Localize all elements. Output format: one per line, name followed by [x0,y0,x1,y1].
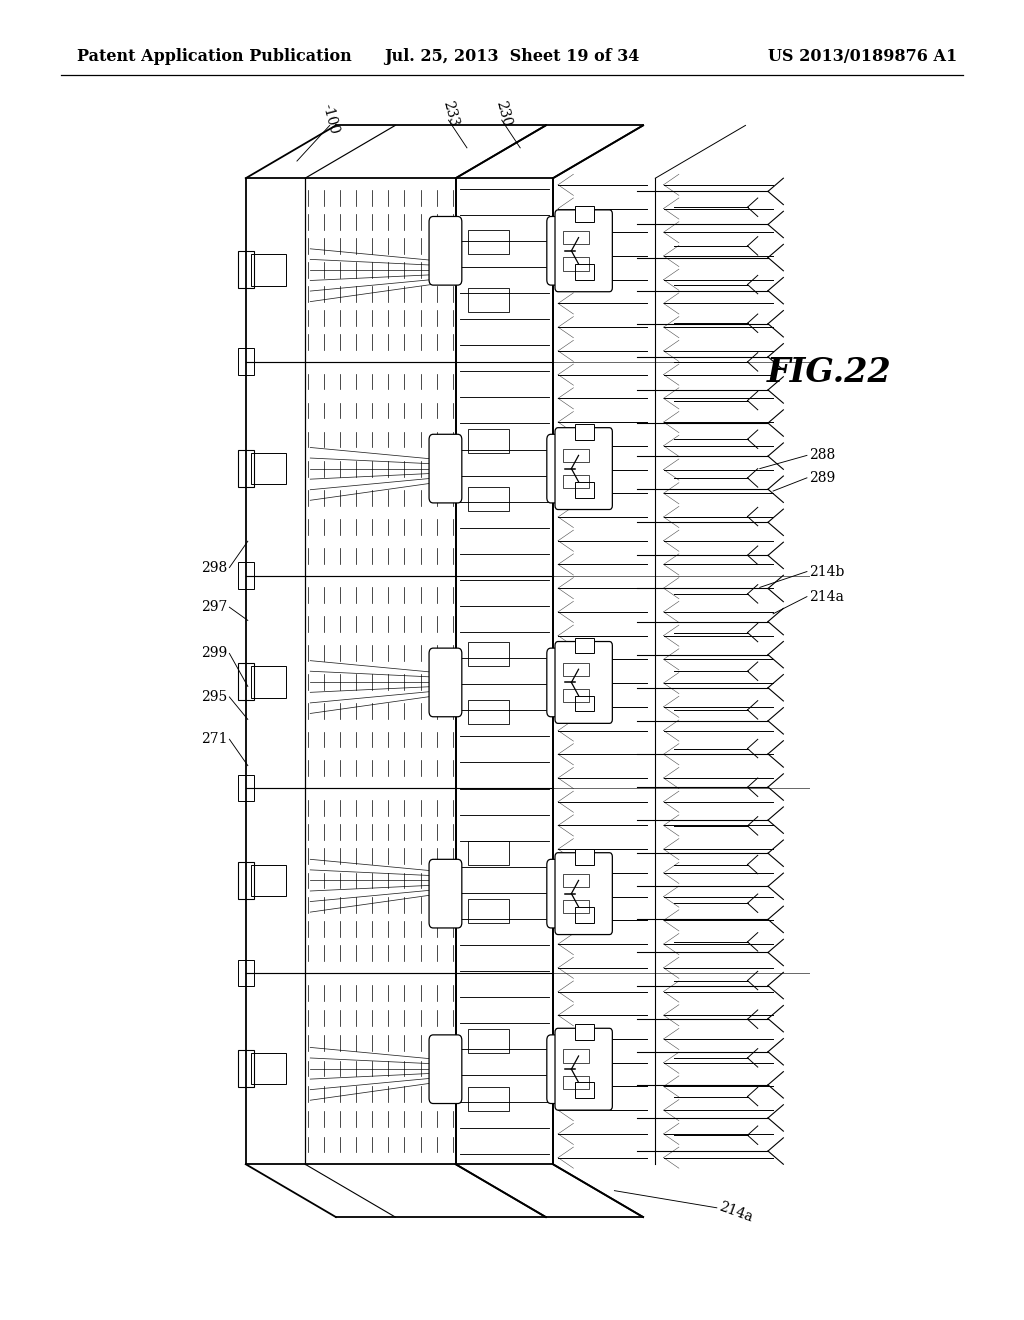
FancyBboxPatch shape [429,434,462,503]
Text: 295: 295 [201,690,227,704]
Bar [238,960,254,986]
Text: 233: 233 [440,99,461,128]
Text: 299: 299 [201,647,227,660]
FancyBboxPatch shape [555,210,612,292]
Bar [238,663,254,700]
Bar [251,253,286,286]
Bar [468,701,509,725]
Text: 214a: 214a [809,590,844,603]
Bar [468,1030,509,1053]
Bar [468,899,509,923]
Bar [575,424,594,440]
Bar [575,696,594,711]
Bar [251,865,286,896]
Bar [575,1024,594,1040]
Bar [468,289,509,313]
Bar [563,257,589,271]
Bar [238,775,254,801]
FancyBboxPatch shape [547,1035,580,1104]
Bar [468,1088,509,1111]
Bar [563,475,589,488]
Text: 297: 297 [201,601,227,614]
Text: Jul. 25, 2013  Sheet 19 of 34: Jul. 25, 2013 Sheet 19 of 34 [384,48,640,65]
FancyBboxPatch shape [547,434,580,503]
Text: 271: 271 [201,733,227,746]
Text: -100: -100 [319,102,341,136]
Text: 214a: 214a [717,1199,755,1225]
Bar [238,562,254,589]
Bar [238,1051,254,1088]
Bar [468,487,509,511]
Bar [238,450,254,487]
FancyBboxPatch shape [555,853,612,935]
Text: 298: 298 [201,561,227,574]
FancyBboxPatch shape [429,648,462,717]
FancyBboxPatch shape [547,859,580,928]
FancyBboxPatch shape [429,216,462,285]
Bar [563,449,589,462]
Bar [563,874,589,887]
Bar [468,429,509,453]
Text: US 2013/0189876 A1: US 2013/0189876 A1 [768,48,957,65]
Bar [468,230,509,253]
FancyBboxPatch shape [429,1035,462,1104]
FancyBboxPatch shape [555,1028,612,1110]
Bar [468,643,509,667]
Bar [563,1049,589,1063]
Bar [563,663,589,676]
Text: 289: 289 [809,471,836,484]
Text: 214b: 214b [809,565,845,578]
Text: Patent Application Publication: Patent Application Publication [77,48,351,65]
FancyBboxPatch shape [429,859,462,928]
Bar [575,907,594,923]
Text: 288: 288 [809,449,836,462]
Bar [575,264,594,280]
FancyBboxPatch shape [555,428,612,510]
Bar [563,1076,589,1089]
Bar [563,900,589,913]
Bar [238,348,254,375]
Bar [563,689,589,702]
Bar [468,841,509,865]
Bar [238,251,254,289]
Bar [251,453,286,484]
Bar [575,638,594,653]
Bar [238,862,254,899]
Text: FIG.22: FIG.22 [767,355,892,388]
Bar [575,206,594,222]
Bar [563,231,589,244]
Bar [575,1082,594,1098]
Bar [575,849,594,865]
FancyBboxPatch shape [547,648,580,717]
FancyBboxPatch shape [555,642,612,723]
Text: 230: 230 [494,99,514,128]
Bar [251,665,286,697]
Bar [575,482,594,498]
FancyBboxPatch shape [547,216,580,285]
Bar [251,1053,286,1085]
